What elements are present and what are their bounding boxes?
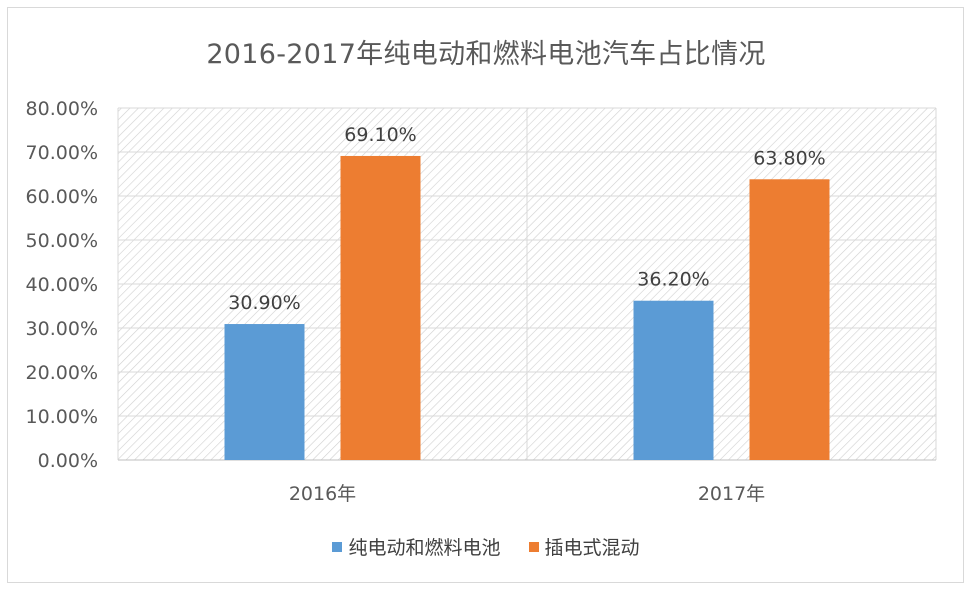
legend-swatch <box>528 541 539 552</box>
legend: 纯电动和燃料电池 插电式混动 <box>0 533 972 560</box>
y-tick-label: 50.00% <box>26 230 98 252</box>
y-tick-label: 60.00% <box>26 186 98 208</box>
bar-phev-1 <box>749 179 830 460</box>
bar-bev-fcev-1 <box>633 300 714 460</box>
legend-item: 纯电动和燃料电池 <box>332 533 501 560</box>
legend-label: 插电式混动 <box>544 537 640 559</box>
legend-label: 纯电动和燃料电池 <box>348 537 501 559</box>
y-tick-label: 70.00% <box>26 142 98 164</box>
x-tick-label: 2017年 <box>698 483 765 505</box>
y-tick-label: 20.00% <box>26 362 98 384</box>
data-label: 30.90% <box>228 292 300 314</box>
data-label: 36.20% <box>637 269 709 291</box>
data-label: 69.10% <box>344 124 416 146</box>
y-tick-label: 30.00% <box>26 318 98 340</box>
legend-item: 插电式混动 <box>528 533 640 560</box>
chart-title: 2016-2017年纯电动和燃料电池汽车占比情况 <box>206 39 766 70</box>
bar-phev-0 <box>340 155 421 460</box>
y-tick-label: 40.00% <box>26 274 98 296</box>
y-tick-label: 0.00% <box>38 450 98 472</box>
data-label: 63.80% <box>753 147 825 169</box>
x-tick-label: 2016年 <box>289 483 356 505</box>
y-tick-label: 80.00% <box>26 98 98 120</box>
y-tick-label: 10.00% <box>26 406 98 428</box>
legend-swatch <box>332 541 343 552</box>
bar-bev-fcev-0 <box>224 324 305 460</box>
